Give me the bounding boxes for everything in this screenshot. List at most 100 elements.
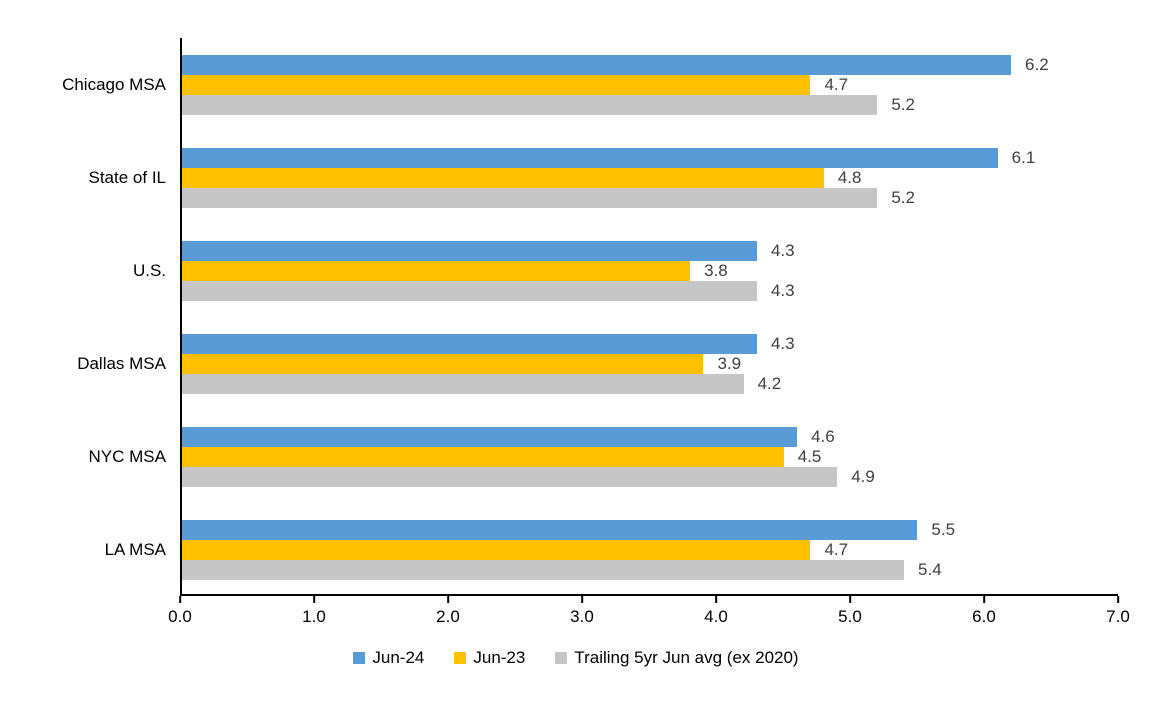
category-label-chicago-msa: Chicago MSA — [62, 74, 166, 94]
bar-line: 4.7 — [182, 539, 1118, 560]
category-label-la-msa: LA MSA — [104, 539, 166, 559]
bar-value-label: 5.5 — [931, 519, 956, 539]
x-tick-1.0: 1.0 — [302, 596, 326, 627]
category-label-dallas-msa: Dallas MSA — [77, 353, 166, 373]
bar-value-label: 5.2 — [891, 94, 915, 114]
bar-line: 5.5 — [182, 519, 1118, 540]
bar-jun-23-la-msa — [182, 539, 811, 560]
x-tick-label: 3.0 — [570, 607, 594, 626]
bar-trailing-5yr-jun-avg-ex-2020-chicago-msa — [182, 94, 878, 115]
category-band-chicago-msa: 6.2 4.7 5.2 — [182, 38, 1118, 131]
x-tick-mark — [848, 596, 851, 603]
x-tick-2.0: 2.0 — [436, 596, 460, 627]
bar-value-label: 4.3 — [770, 240, 795, 260]
x-tick-mark — [982, 596, 985, 603]
bar-trailing-5yr-jun-avg-ex-2020-dallas-msa — [182, 373, 744, 394]
legend-label: Jun-24 — [372, 648, 425, 667]
bar-line: 6.1 — [182, 147, 1118, 168]
x-tick-3.0: 3.0 — [570, 596, 594, 627]
bar-line: 4.3 — [182, 280, 1118, 301]
x-tick-label: 5.0 — [838, 607, 862, 626]
bar-value-label: 4.2 — [757, 373, 782, 393]
x-tick-label: 4.0 — [704, 607, 728, 626]
bar-trailing-5yr-jun-avg-ex-2020-la-msa — [182, 559, 905, 580]
bar-value-label: 4.7 — [824, 539, 849, 559]
bar-value-label: 4.6 — [811, 426, 835, 446]
category-band-dallas-msa: 4.3 3.9 4.2 — [182, 317, 1118, 410]
bar-line: 4.9 — [182, 466, 1118, 487]
bar-jun-24-dallas-msa — [182, 333, 757, 354]
legend-item-jun-24: Jun-24 — [353, 648, 424, 668]
bar-trailing-5yr-jun-avg-ex-2020-u-s — [182, 280, 757, 301]
x-tick-mark — [178, 596, 181, 603]
bar-jun-24-la-msa — [182, 519, 918, 540]
x-tick-label: 2.0 — [436, 607, 460, 626]
bar-line: 4.3 — [182, 240, 1118, 261]
bar-jun-23-dallas-msa — [182, 353, 704, 374]
category-band-state-of-il: 6.1 4.8 5.2 — [182, 131, 1118, 224]
x-tick-mark — [1116, 596, 1119, 603]
bar-line: 4.3 — [182, 333, 1118, 354]
x-tick-0.0: 0.0 — [168, 596, 192, 627]
bar-value-label: 4.5 — [797, 446, 822, 466]
legend-label: Trailing 5yr Jun avg (ex 2020) — [574, 648, 799, 667]
bar-line: 4.5 — [182, 446, 1118, 467]
bar-value-label: 4.9 — [851, 466, 875, 486]
legend-item-trailing-5yr-jun-avg-ex-2020: Trailing 5yr Jun avg (ex 2020) — [555, 648, 799, 668]
category-band-la-msa: 5.5 4.7 5.4 — [182, 503, 1118, 596]
bar-line: 6.2 — [182, 54, 1118, 75]
legend-swatch-icon — [353, 652, 366, 664]
x-tick-label: 6.0 — [972, 607, 996, 626]
bar-line: 5.2 — [182, 187, 1118, 208]
bar-value-label: 6.2 — [1025, 54, 1049, 74]
bar-value-label: 5.2 — [891, 187, 915, 207]
bar-line: 4.7 — [182, 74, 1118, 95]
bar-jun-24-chicago-msa — [182, 54, 1012, 75]
x-tick-7.0: 7.0 — [1106, 596, 1130, 627]
category-label-nyc-msa: NYC MSA — [88, 446, 166, 466]
category-axis-labels: Chicago MSA State of IL U.S. Dallas MSA NYC … — [0, 38, 166, 596]
bar-jun-24-state-of-il — [182, 147, 998, 168]
x-tick-mark — [312, 596, 315, 603]
bar-line: 3.8 — [182, 260, 1118, 281]
plot-area: 6.2 4.7 5.2 6.1 4.8 5.2 4.3 3.8 4.3 4.3 3.9 4.2 4.6 4… — [180, 38, 1118, 596]
bar-line: 5.2 — [182, 94, 1118, 115]
legend-label: Jun-23 — [473, 648, 526, 667]
bar-line: 4.8 — [182, 167, 1118, 188]
bar-value-label: 5.4 — [918, 559, 942, 579]
bar-trailing-5yr-jun-avg-ex-2020-nyc-msa — [182, 466, 838, 487]
bar-jun-23-nyc-msa — [182, 446, 784, 467]
category-label-u-s: U.S. — [132, 260, 166, 280]
x-tick-5.0: 5.0 — [838, 596, 862, 627]
bar-value-label: 3.9 — [717, 353, 742, 373]
bar-line: 4.6 — [182, 426, 1118, 447]
bar-value-label: 6.1 — [1011, 147, 1036, 167]
category-band-u-s: 4.3 3.8 4.3 — [182, 224, 1118, 317]
x-tick-mark — [714, 596, 717, 603]
bar-jun-24-nyc-msa — [182, 426, 798, 447]
x-tick-6.0: 6.0 — [972, 596, 996, 627]
bar-value-label: 4.7 — [824, 74, 849, 94]
x-tick-label: 7.0 — [1106, 607, 1130, 626]
legend-swatch-icon — [454, 652, 467, 664]
legend-item-jun-23: Jun-23 — [454, 648, 525, 668]
bar-jun-23-u-s — [182, 260, 691, 281]
bar-line: 5.4 — [182, 559, 1118, 580]
bar-jun-23-chicago-msa — [182, 74, 811, 95]
x-tick-label: 0.0 — [168, 607, 192, 626]
x-tick-mark — [580, 596, 583, 603]
legend: Jun-24 Jun-23 Trailing 5yr Jun avg (ex 202… — [0, 648, 1152, 668]
x-tick-mark — [446, 596, 449, 603]
x-tick-4.0: 4.0 — [704, 596, 728, 627]
bar-line: 4.2 — [182, 373, 1118, 394]
bar-jun-24-u-s — [182, 240, 757, 261]
bar-value-label: 4.8 — [837, 167, 862, 187]
bar-value-label: 3.8 — [704, 260, 728, 280]
category-band-nyc-msa: 4.6 4.5 4.9 — [182, 410, 1118, 503]
legend-swatch-icon — [555, 652, 568, 664]
x-axis: 0.0 1.0 2.0 3.0 4.0 5.0 6.0 7.0 — [168, 596, 1130, 636]
x-tick-label: 1.0 — [302, 607, 326, 626]
bar-jun-23-state-of-il — [182, 167, 824, 188]
bar-trailing-5yr-jun-avg-ex-2020-state-of-il — [182, 187, 878, 208]
